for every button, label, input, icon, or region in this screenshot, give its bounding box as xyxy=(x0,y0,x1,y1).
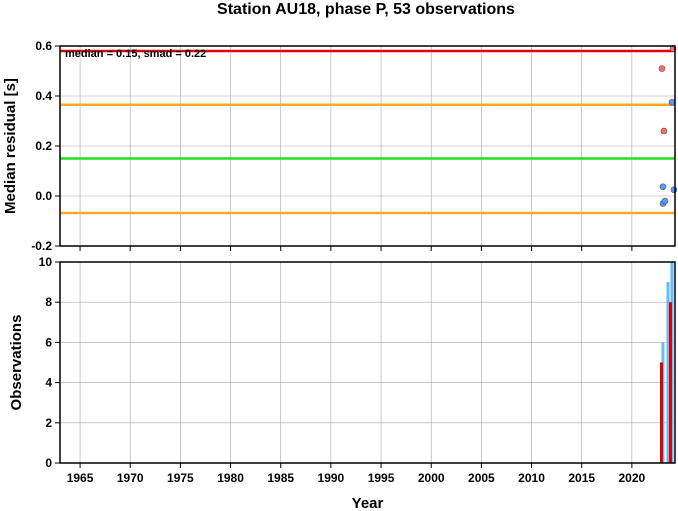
x-tick-label: 1965 xyxy=(67,471,94,485)
residual-point xyxy=(661,197,669,205)
observation-bar xyxy=(659,362,663,463)
y-tick-label: -0.2 xyxy=(31,239,52,253)
observations-plot-frame xyxy=(59,261,676,464)
residual-point xyxy=(670,186,678,194)
observations-y-ticks: 0 2 4 6 8 10 xyxy=(39,255,60,470)
y-tick-label: 8 xyxy=(45,295,52,309)
residual-y-axis-label: Median residual [s] xyxy=(2,78,19,214)
observation-bar xyxy=(666,282,670,463)
median-smad-annotation: median = 0.15, smad = 0.22 xyxy=(65,48,206,60)
x-tick-label: 2020 xyxy=(619,471,646,485)
observations-y-axis-label: Observations xyxy=(8,315,25,411)
x-tick-label: 2005 xyxy=(468,471,495,485)
x-tick-label: 1990 xyxy=(318,471,345,485)
observations-grid xyxy=(60,261,675,464)
residual-panel: -0.2 0.0 0.2 0.4 0.6 median = 0.15, smad = 0… xyxy=(2,39,678,253)
x-tick-label: 2000 xyxy=(418,471,445,485)
y-tick-label: 2 xyxy=(45,416,52,430)
y-tick-label: 4 xyxy=(45,376,52,390)
chart-title: Station AU18, phase P, 53 observations xyxy=(217,1,515,18)
residual-y-ticks: -0.2 0.0 0.2 0.4 0.6 xyxy=(31,39,60,253)
observation-bars xyxy=(659,262,674,463)
y-tick-label: 0.0 xyxy=(35,189,52,203)
x-axis-label: Year xyxy=(352,495,384,511)
residual-point xyxy=(658,65,666,72)
observation-bar xyxy=(661,342,665,463)
x-tick-label: 2010 xyxy=(518,471,545,485)
residual-point xyxy=(659,183,667,191)
residual-points xyxy=(658,45,678,207)
x-tick-label: 1985 xyxy=(267,471,294,485)
reference-lines xyxy=(60,49,675,215)
x-tick-label: 2015 xyxy=(568,471,595,485)
observations-panel: 0 2 4 6 8 10 1965 1970 1975 1980 1985 1990 1995 2000… xyxy=(8,255,676,511)
residual-point xyxy=(660,127,668,135)
residual-x-ticks xyxy=(79,246,633,251)
y-tick-label: 0.2 xyxy=(35,139,52,153)
y-tick-label: 0.6 xyxy=(35,39,52,53)
observations-x-ticks: 1965 1970 1975 1980 1985 1990 1995 2000 2005 2010… xyxy=(67,463,646,485)
y-tick-label: 10 xyxy=(39,255,53,269)
y-tick-label: 0.4 xyxy=(35,89,52,103)
x-tick-label: 1995 xyxy=(368,471,395,485)
observation-bar xyxy=(668,302,672,463)
x-tick-label: 1975 xyxy=(167,471,194,485)
x-tick-label: 1970 xyxy=(117,471,144,485)
x-tick-label: 1980 xyxy=(217,471,244,485)
observation-bar xyxy=(670,262,674,463)
y-tick-label: 6 xyxy=(45,335,52,349)
residual-point xyxy=(668,98,676,106)
y-tick-label: 0 xyxy=(45,456,52,470)
residual-grid xyxy=(60,45,675,247)
